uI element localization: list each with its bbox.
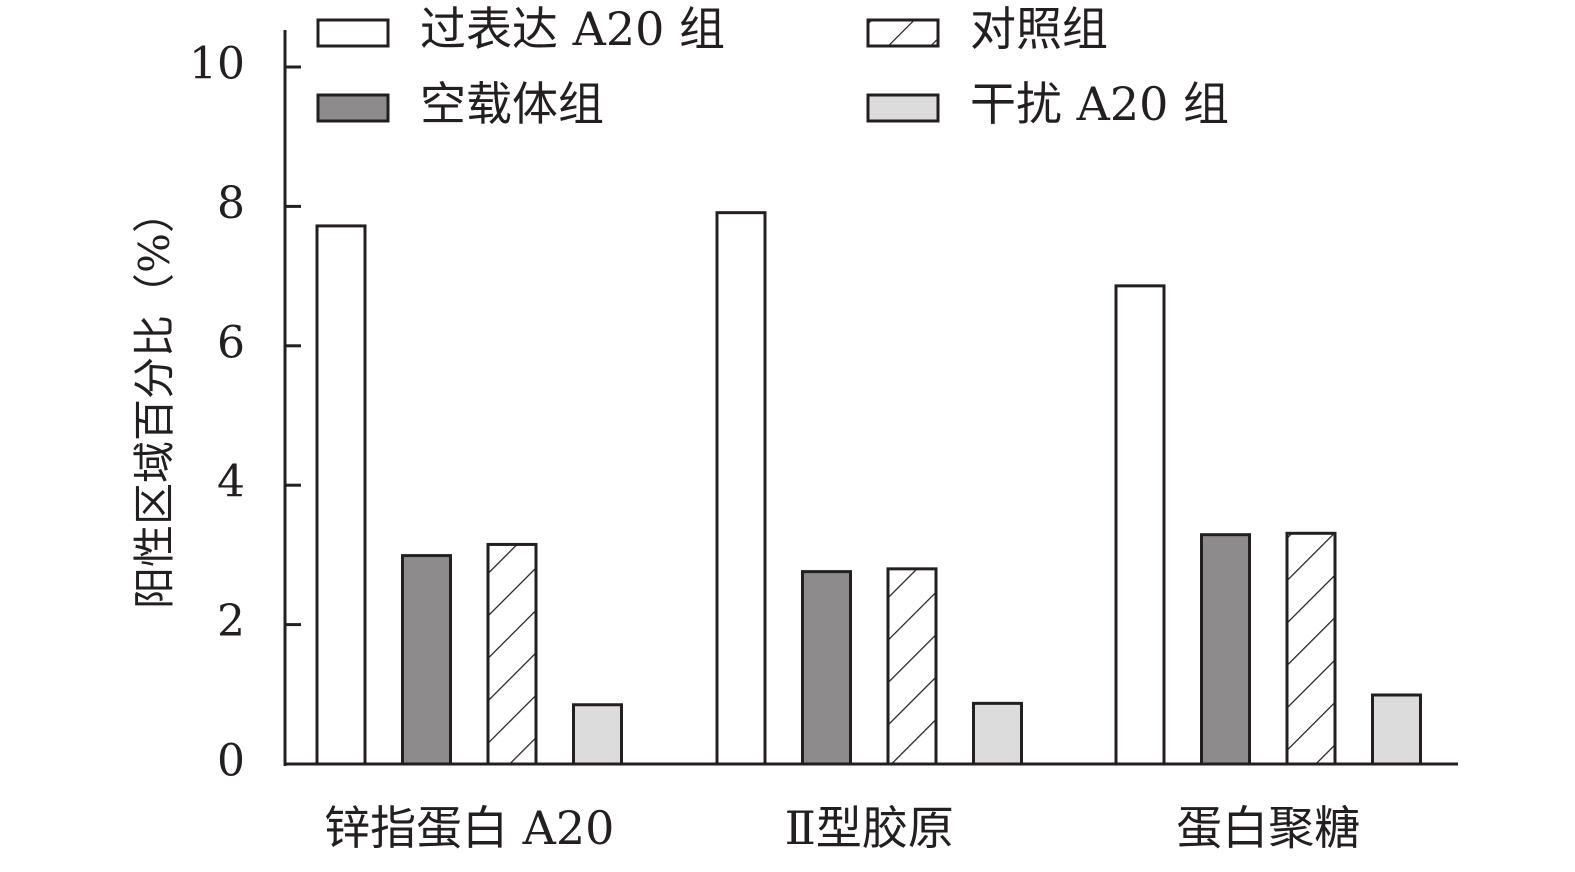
legend-label: 过表达 A20 组 [420,2,725,56]
bar [1371,693,1422,766]
y-tick-label: 0 [217,736,245,787]
bar [715,211,767,766]
bar [801,570,852,766]
legend-swatch [866,18,940,48]
bar [315,224,367,766]
bar [1114,284,1166,766]
bar-group [315,211,1422,766]
category-labels: 锌指蛋白 A20 Ⅱ型胶原 蛋白聚糖 [324,801,1360,855]
bar [972,701,1023,766]
bar [401,554,452,766]
bar [886,567,938,766]
y-axis-title: 阳性区域百分比（%） [130,191,179,609]
category-label: 蛋白聚糖 [1176,801,1360,855]
legend-swatch [316,18,390,48]
category-label: Ⅱ型胶原 [785,801,954,855]
legend-swatch [866,93,940,123]
bar [1285,531,1337,766]
category-label: 锌指蛋白 A20 [324,801,614,855]
y-tick-label: 6 [217,317,245,368]
y-tick-label: 2 [217,596,245,647]
legend-label: 干扰 A20 组 [970,77,1229,131]
y-tick-label: 10 [189,39,245,90]
legend-swatch [316,93,390,123]
legend-label: 对照组 [970,2,1108,56]
legend-label: 空载体组 [420,77,604,131]
y-tick-label: 4 [217,457,245,508]
bar [1200,533,1251,766]
y-tick-label: 8 [217,178,245,229]
bar [486,542,538,766]
y-axis-ticks: 0 2 4 6 8 10 [189,39,301,787]
bar [572,703,623,766]
